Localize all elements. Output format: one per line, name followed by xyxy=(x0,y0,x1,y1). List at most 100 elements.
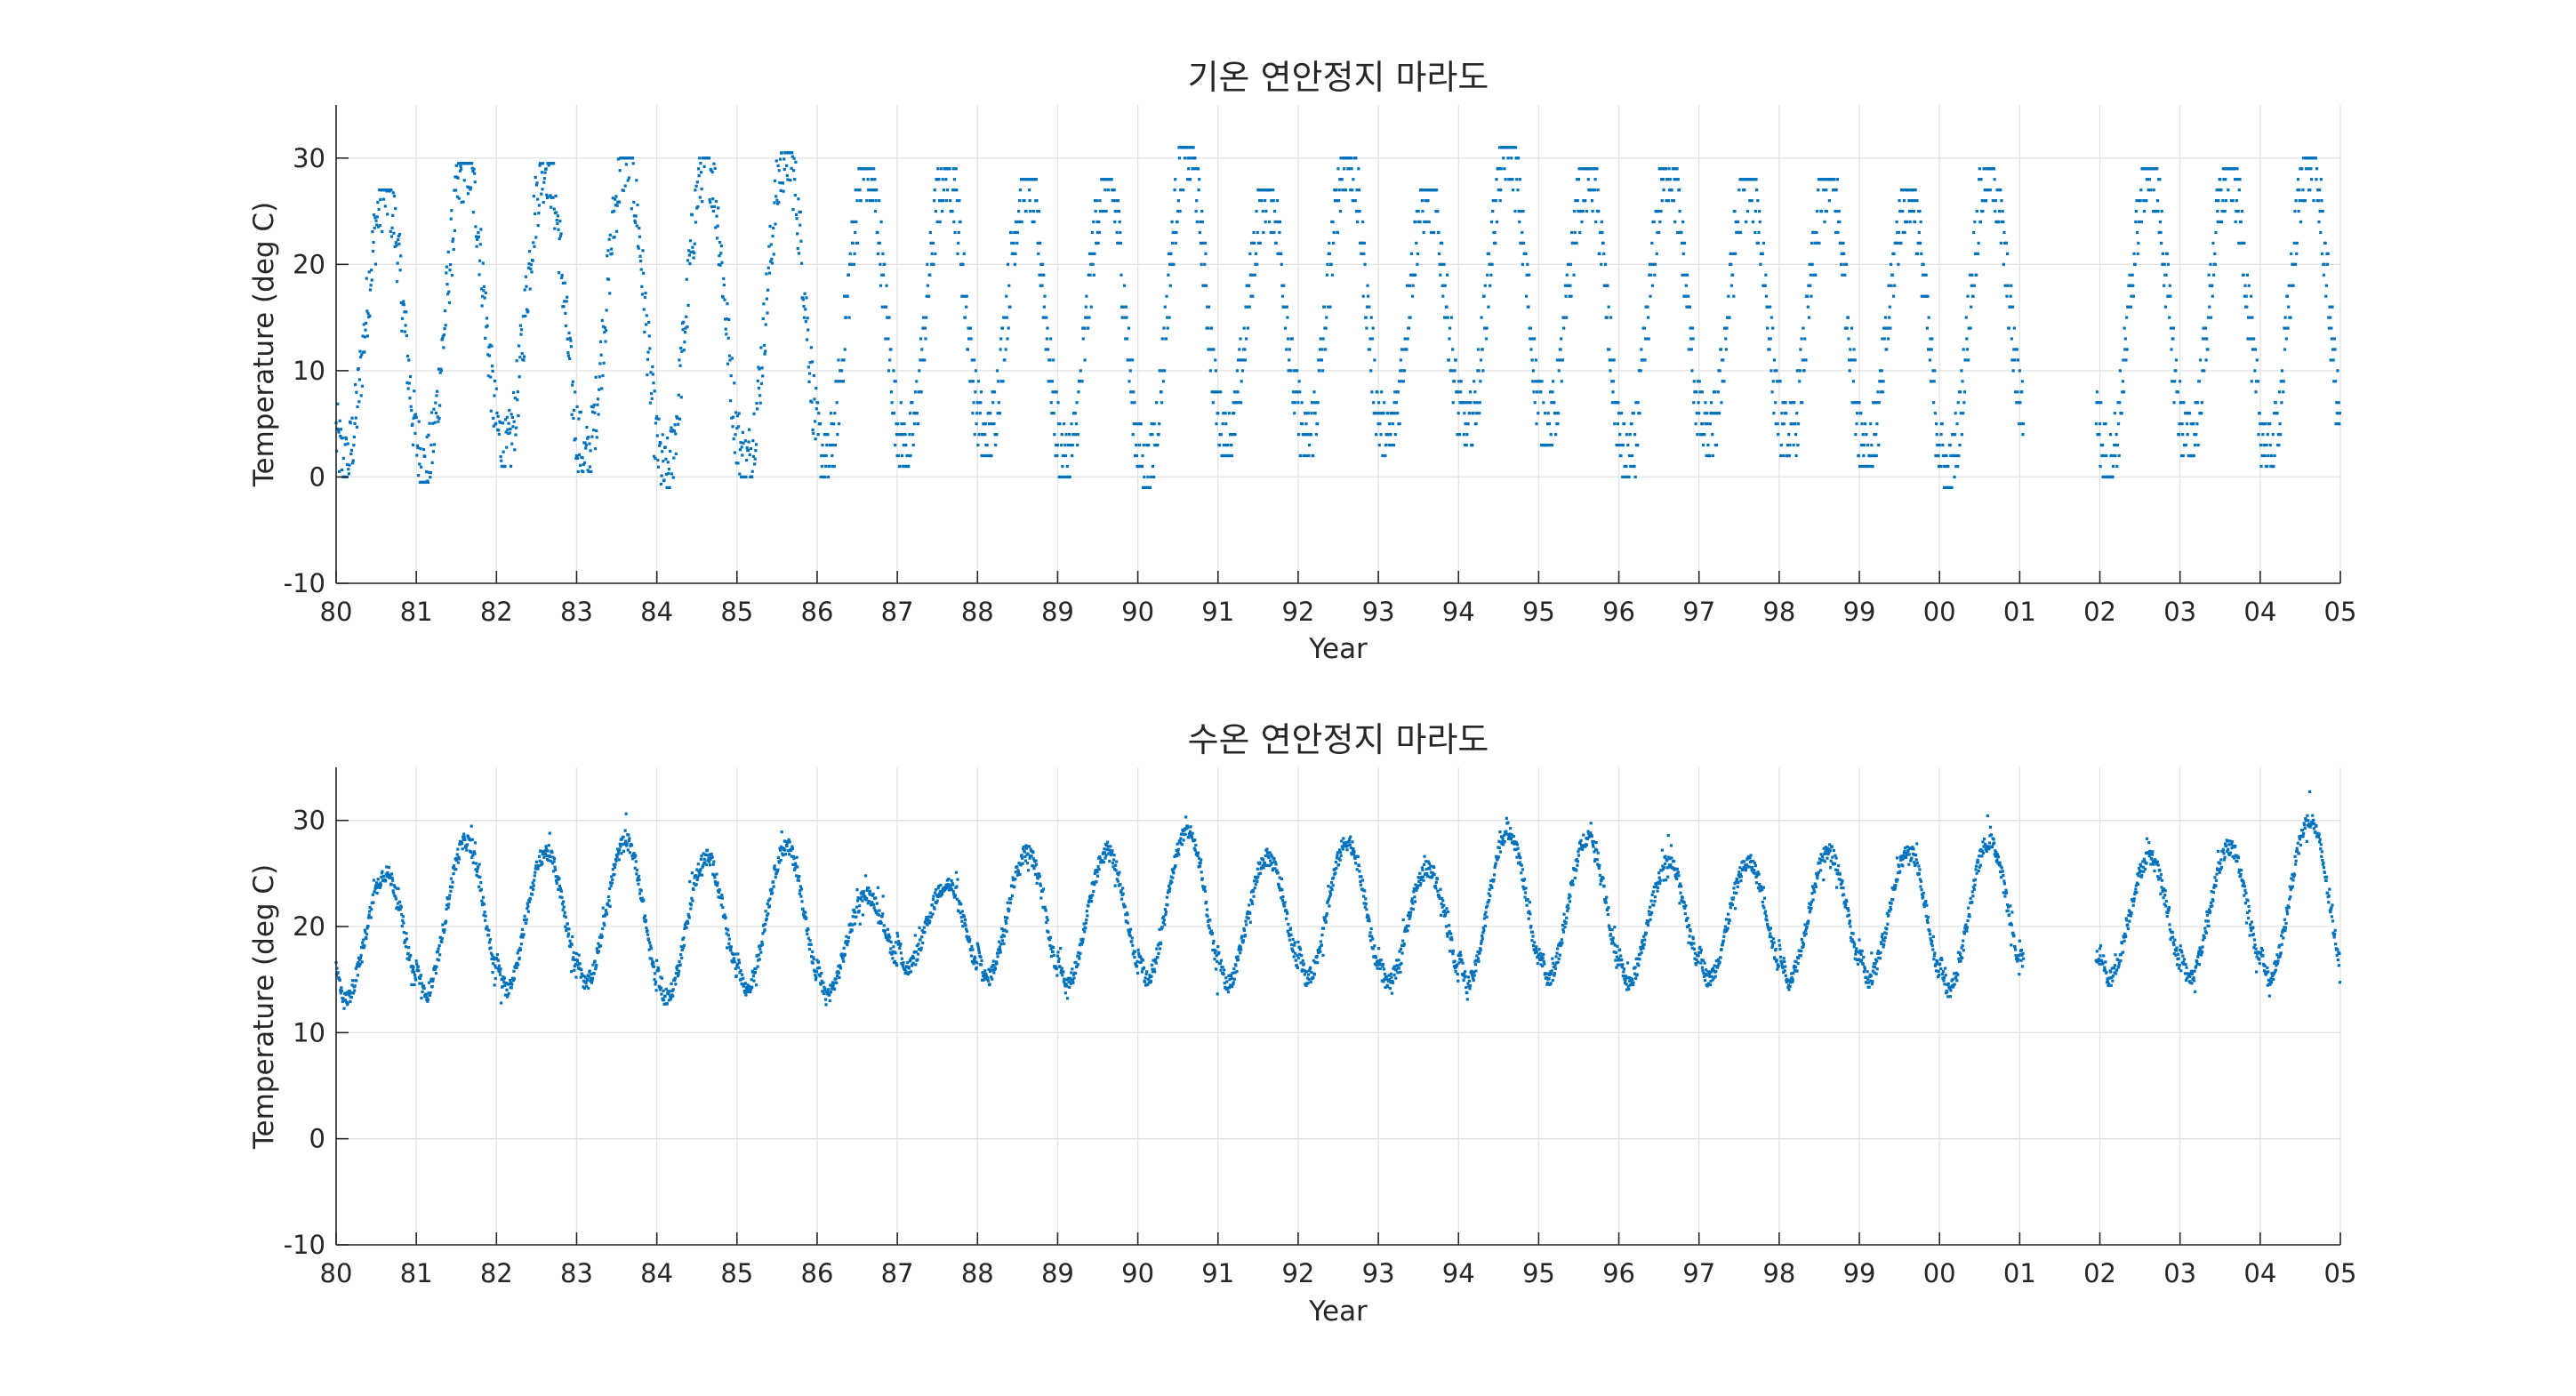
data-point xyxy=(1469,390,1472,393)
data-point xyxy=(1138,444,1141,446)
data-point xyxy=(799,240,802,243)
data-point xyxy=(522,934,525,936)
data-point xyxy=(1954,412,1957,414)
data-point xyxy=(487,929,490,932)
data-point xyxy=(678,960,680,963)
data-point xyxy=(784,853,787,855)
data-point xyxy=(485,292,487,294)
data-point xyxy=(773,253,775,255)
data-point xyxy=(418,462,421,465)
data-point xyxy=(1566,274,1569,277)
data-point xyxy=(2117,422,2120,425)
data-point xyxy=(1721,358,1724,361)
data-point xyxy=(755,983,758,986)
data-point xyxy=(2235,199,2238,202)
data-point xyxy=(1268,221,1271,223)
data-point xyxy=(1176,221,1178,223)
data-point xyxy=(1838,210,1841,213)
data-point xyxy=(944,178,947,181)
data-point xyxy=(616,205,619,207)
data-point xyxy=(1048,380,1051,382)
data-point xyxy=(355,979,357,982)
data-point xyxy=(474,225,477,228)
data-point xyxy=(350,449,353,452)
data-point xyxy=(1606,317,1609,319)
data-point xyxy=(1601,221,1603,223)
data-point xyxy=(1625,465,1627,468)
data-point xyxy=(444,309,446,312)
data-point xyxy=(2205,358,2208,361)
data-point xyxy=(1793,401,1795,404)
data-point xyxy=(1066,465,1069,468)
data-point xyxy=(1826,210,1828,213)
data-point xyxy=(1060,444,1063,446)
data-point xyxy=(1602,253,1605,255)
data-point xyxy=(719,264,722,267)
data-point xyxy=(2259,412,2261,414)
data-point xyxy=(2295,253,2298,255)
data-point xyxy=(1962,401,1965,404)
data-point xyxy=(529,268,532,270)
data-point xyxy=(1898,231,1900,234)
data-point xyxy=(1866,444,1869,446)
data-point xyxy=(734,433,736,436)
data-point xyxy=(855,906,858,909)
data-point xyxy=(829,444,831,446)
data-point xyxy=(1667,199,1670,202)
data-point xyxy=(630,844,633,846)
data-point xyxy=(1852,380,1855,382)
data-point xyxy=(1572,274,1575,277)
data-point xyxy=(1877,444,1880,446)
data-point xyxy=(432,450,435,453)
data-point xyxy=(716,237,718,239)
data-point xyxy=(1203,263,1206,266)
data-point xyxy=(2315,156,2317,159)
data-point xyxy=(578,954,581,957)
data-point xyxy=(643,308,646,310)
data-point xyxy=(985,444,988,446)
data-point xyxy=(2293,210,2296,213)
data-point xyxy=(564,282,566,285)
data-point xyxy=(352,991,355,994)
data-point xyxy=(766,912,769,915)
data-point xyxy=(1432,231,1435,234)
data-point xyxy=(1651,285,1654,287)
data-point xyxy=(721,897,724,900)
data-point xyxy=(876,231,879,234)
data-point xyxy=(1871,465,1874,468)
data-point xyxy=(940,167,943,170)
data-point xyxy=(1697,401,1700,404)
data-point xyxy=(1050,401,1053,404)
data-point xyxy=(860,199,863,202)
data-point xyxy=(1836,231,1839,234)
data-point xyxy=(1485,326,1488,329)
data-point xyxy=(579,464,582,467)
data-point xyxy=(739,448,742,451)
data-point xyxy=(1966,295,1969,298)
data-point xyxy=(1539,390,1542,393)
data-point xyxy=(2200,412,2203,414)
data-point xyxy=(720,261,723,264)
data-point xyxy=(1705,412,1708,414)
data-point xyxy=(1633,433,1636,436)
data-point xyxy=(1512,189,1514,191)
data-point xyxy=(395,241,397,244)
data-point xyxy=(942,178,944,181)
data-point xyxy=(488,354,491,357)
data-point xyxy=(2334,380,2337,382)
data-point xyxy=(1368,348,1371,350)
data-point xyxy=(2238,189,2241,191)
data-point xyxy=(2281,369,2283,372)
data-point xyxy=(646,351,649,354)
data-point xyxy=(1745,221,1747,223)
data-point xyxy=(2279,433,2282,436)
data-point xyxy=(1776,422,1778,425)
data-point xyxy=(1522,242,1525,245)
data-point xyxy=(1619,454,1622,457)
data-point xyxy=(934,253,936,255)
data-point xyxy=(781,151,783,154)
data-point xyxy=(1186,178,1189,181)
data-point xyxy=(1692,401,1695,404)
data-point xyxy=(766,311,768,314)
data-point xyxy=(1764,274,1767,277)
